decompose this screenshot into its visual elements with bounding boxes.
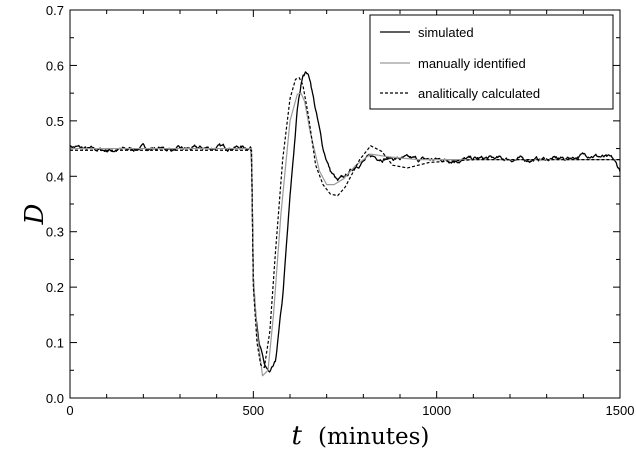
y-tick-label: 0.0: [46, 391, 64, 406]
legend-label-simulated: simulated: [418, 25, 474, 40]
x-tick-label: 1500: [606, 403, 635, 418]
tick-labels: 0 500 1000 1500 0.0 0.1 0.2 0.3 0.4 0.5 0.6 0.7: [46, 3, 635, 418]
legend-label-manually-identified: manually identified: [418, 56, 526, 71]
x-tick-label: 1000: [422, 403, 451, 418]
y-tick-label: 0.4: [46, 169, 64, 184]
series-line-manually-identified: [70, 92, 620, 377]
y-axis-title: D: [20, 203, 50, 225]
series-line-simulated: [69, 71, 621, 373]
series-layer: [69, 71, 621, 377]
y-tick-label: 0.2: [46, 280, 64, 295]
y-tick-label: 0.6: [46, 58, 64, 73]
y-tick-label: 0.5: [46, 114, 64, 129]
x-axis-title-unit: (minutes): [318, 424, 429, 450]
x-axis-title: t (minutes): [292, 421, 430, 450]
y-tick-label: 0.3: [46, 225, 64, 240]
y-tick-label: 0.1: [46, 336, 64, 351]
series-line-analitically-calculated: [70, 77, 620, 369]
legend-box: [369, 14, 614, 110]
legend: simulated manually identified analitical…: [369, 14, 614, 110]
legend-label-analitically-calculated: analitically calculated: [418, 86, 540, 101]
x-axis-title-symbol: t: [292, 421, 303, 450]
plot-area-frame: [69, 9, 621, 399]
y-tick-label: 0.7: [46, 3, 64, 18]
x-tick-label: 500: [242, 403, 264, 418]
x-tick-label: 0: [66, 403, 73, 418]
